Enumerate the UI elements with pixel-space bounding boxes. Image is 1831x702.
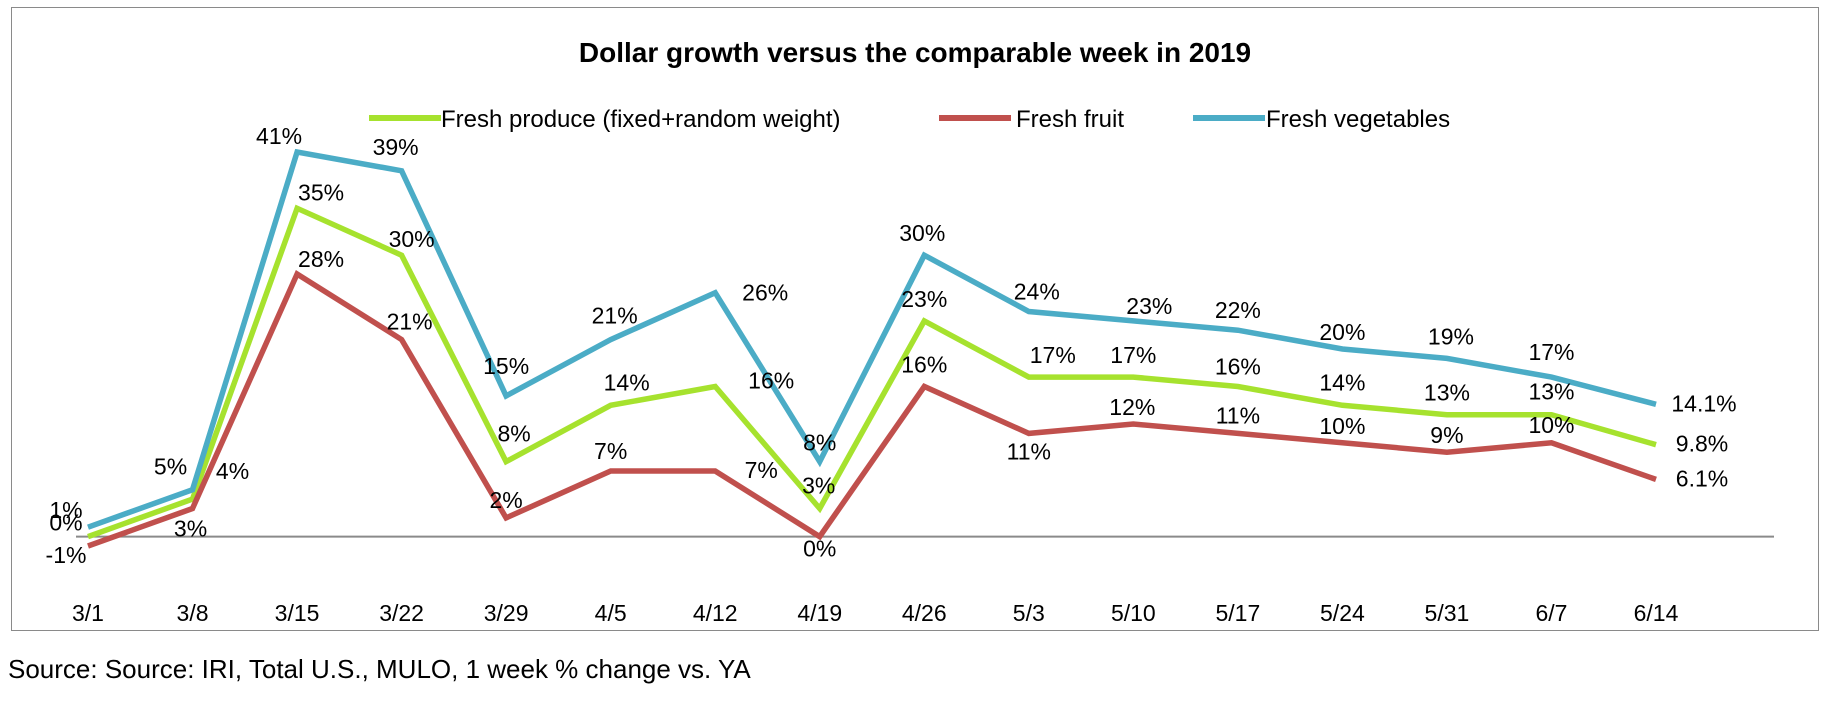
data-label: 12% bbox=[1109, 394, 1155, 420]
data-label: 7% bbox=[745, 457, 778, 483]
x-tick-label: 3/29 bbox=[484, 600, 529, 626]
data-label: 30% bbox=[389, 226, 435, 252]
data-label: 19% bbox=[1428, 323, 1474, 349]
data-label: 21% bbox=[387, 309, 433, 335]
data-label: 14% bbox=[1319, 369, 1365, 395]
x-tick-label: 3/15 bbox=[275, 600, 320, 626]
data-label: 20% bbox=[1319, 319, 1365, 345]
x-tick-label: 5/10 bbox=[1111, 600, 1156, 626]
data-label: 13% bbox=[1528, 379, 1574, 405]
x-tick-label: 4/19 bbox=[797, 600, 842, 626]
legend-label: Fresh fruit bbox=[1016, 106, 1124, 133]
data-label: 14% bbox=[604, 369, 650, 395]
data-label: 16% bbox=[1215, 354, 1261, 380]
data-label: 17% bbox=[1030, 342, 1076, 368]
x-tick-label: 4/26 bbox=[902, 600, 947, 626]
x-tick-label: 4/12 bbox=[693, 600, 738, 626]
series-line bbox=[87, 269, 1657, 549]
data-label: 5% bbox=[154, 454, 187, 480]
x-tick-label: 5/24 bbox=[1320, 600, 1365, 626]
line-chart: Dollar growth versus the comparable week… bbox=[46, 37, 1774, 626]
data-label: -1% bbox=[46, 542, 87, 568]
data-label: 16% bbox=[748, 368, 794, 394]
x-tick-label: 5/3 bbox=[1013, 600, 1045, 626]
data-label: 9.8% bbox=[1676, 431, 1728, 457]
data-label: 28% bbox=[298, 246, 344, 272]
legend: Fresh produce (fixed+random weight) Fresh… bbox=[369, 106, 1450, 133]
data-label: 35% bbox=[298, 179, 344, 205]
chart-title: Dollar growth versus the comparable week… bbox=[579, 37, 1251, 68]
data-label: 9% bbox=[1430, 422, 1463, 448]
data-label: 21% bbox=[592, 303, 638, 329]
x-tick-label: 3/22 bbox=[379, 600, 424, 626]
data-label: 22% bbox=[1215, 297, 1261, 323]
data-label: 23% bbox=[901, 286, 947, 312]
chart-frame bbox=[11, 7, 1819, 631]
data-label: 30% bbox=[899, 220, 945, 246]
data-label: 11% bbox=[1216, 402, 1260, 428]
data-label: 10% bbox=[1528, 412, 1574, 438]
x-tick-label: 3/8 bbox=[177, 600, 209, 626]
data-label: 7% bbox=[594, 438, 627, 464]
x-tick-label: 5/17 bbox=[1215, 600, 1260, 626]
x-tick-label: 6/14 bbox=[1634, 600, 1679, 626]
x-tick-label: 4/5 bbox=[595, 600, 627, 626]
data-label: 16% bbox=[901, 352, 947, 378]
data-label: 1% bbox=[49, 497, 82, 523]
data-label: 24% bbox=[1014, 278, 1060, 304]
legend-label: Fresh vegetables bbox=[1266, 106, 1450, 133]
x-tick-label: 3/1 bbox=[72, 600, 104, 626]
data-label: 8% bbox=[803, 430, 836, 456]
data-label: 3% bbox=[174, 515, 207, 541]
data-label: 17% bbox=[1110, 342, 1156, 368]
legend-label: Fresh produce (fixed+random weight) bbox=[441, 106, 841, 133]
data-label: 0% bbox=[49, 510, 82, 536]
x-tick-label: 5/31 bbox=[1425, 600, 1470, 626]
data-label: 8% bbox=[498, 421, 531, 447]
data-label: 17% bbox=[1528, 339, 1574, 365]
data-label: 3% bbox=[802, 472, 835, 498]
data-label: 2% bbox=[490, 487, 523, 513]
series-lines bbox=[87, 148, 1657, 549]
data-label: 10% bbox=[1319, 413, 1365, 439]
data-label: 15% bbox=[483, 353, 529, 379]
data-labels: 0% 4% 35% 30% 8% 14% 16% 3% 23% 17% 17% 16% 14% 13% 13… bbox=[46, 123, 1737, 568]
x-axis-tick-labels: 3/1 3/8 3/15 3/22 3/29 4/5 4/12 4/19 4/26 5/3 5/10… bbox=[72, 600, 1679, 626]
x-tick-label: 6/7 bbox=[1535, 600, 1567, 626]
data-label: 14.1% bbox=[1671, 390, 1736, 416]
data-label: 41% bbox=[256, 123, 302, 149]
data-label: 4% bbox=[216, 458, 249, 484]
data-label: 0% bbox=[803, 536, 836, 562]
data-label: 11% bbox=[1007, 438, 1051, 464]
series-line bbox=[87, 148, 1657, 530]
data-label: 39% bbox=[373, 134, 419, 160]
data-label: 6.1% bbox=[1676, 465, 1728, 491]
data-label: 23% bbox=[1126, 293, 1172, 319]
source-note: Source: Source: IRI, Total U.S., MULO, 1… bbox=[8, 654, 751, 684]
data-label: 26% bbox=[742, 280, 788, 306]
series-line bbox=[87, 204, 1657, 540]
data-label: 13% bbox=[1424, 380, 1470, 406]
